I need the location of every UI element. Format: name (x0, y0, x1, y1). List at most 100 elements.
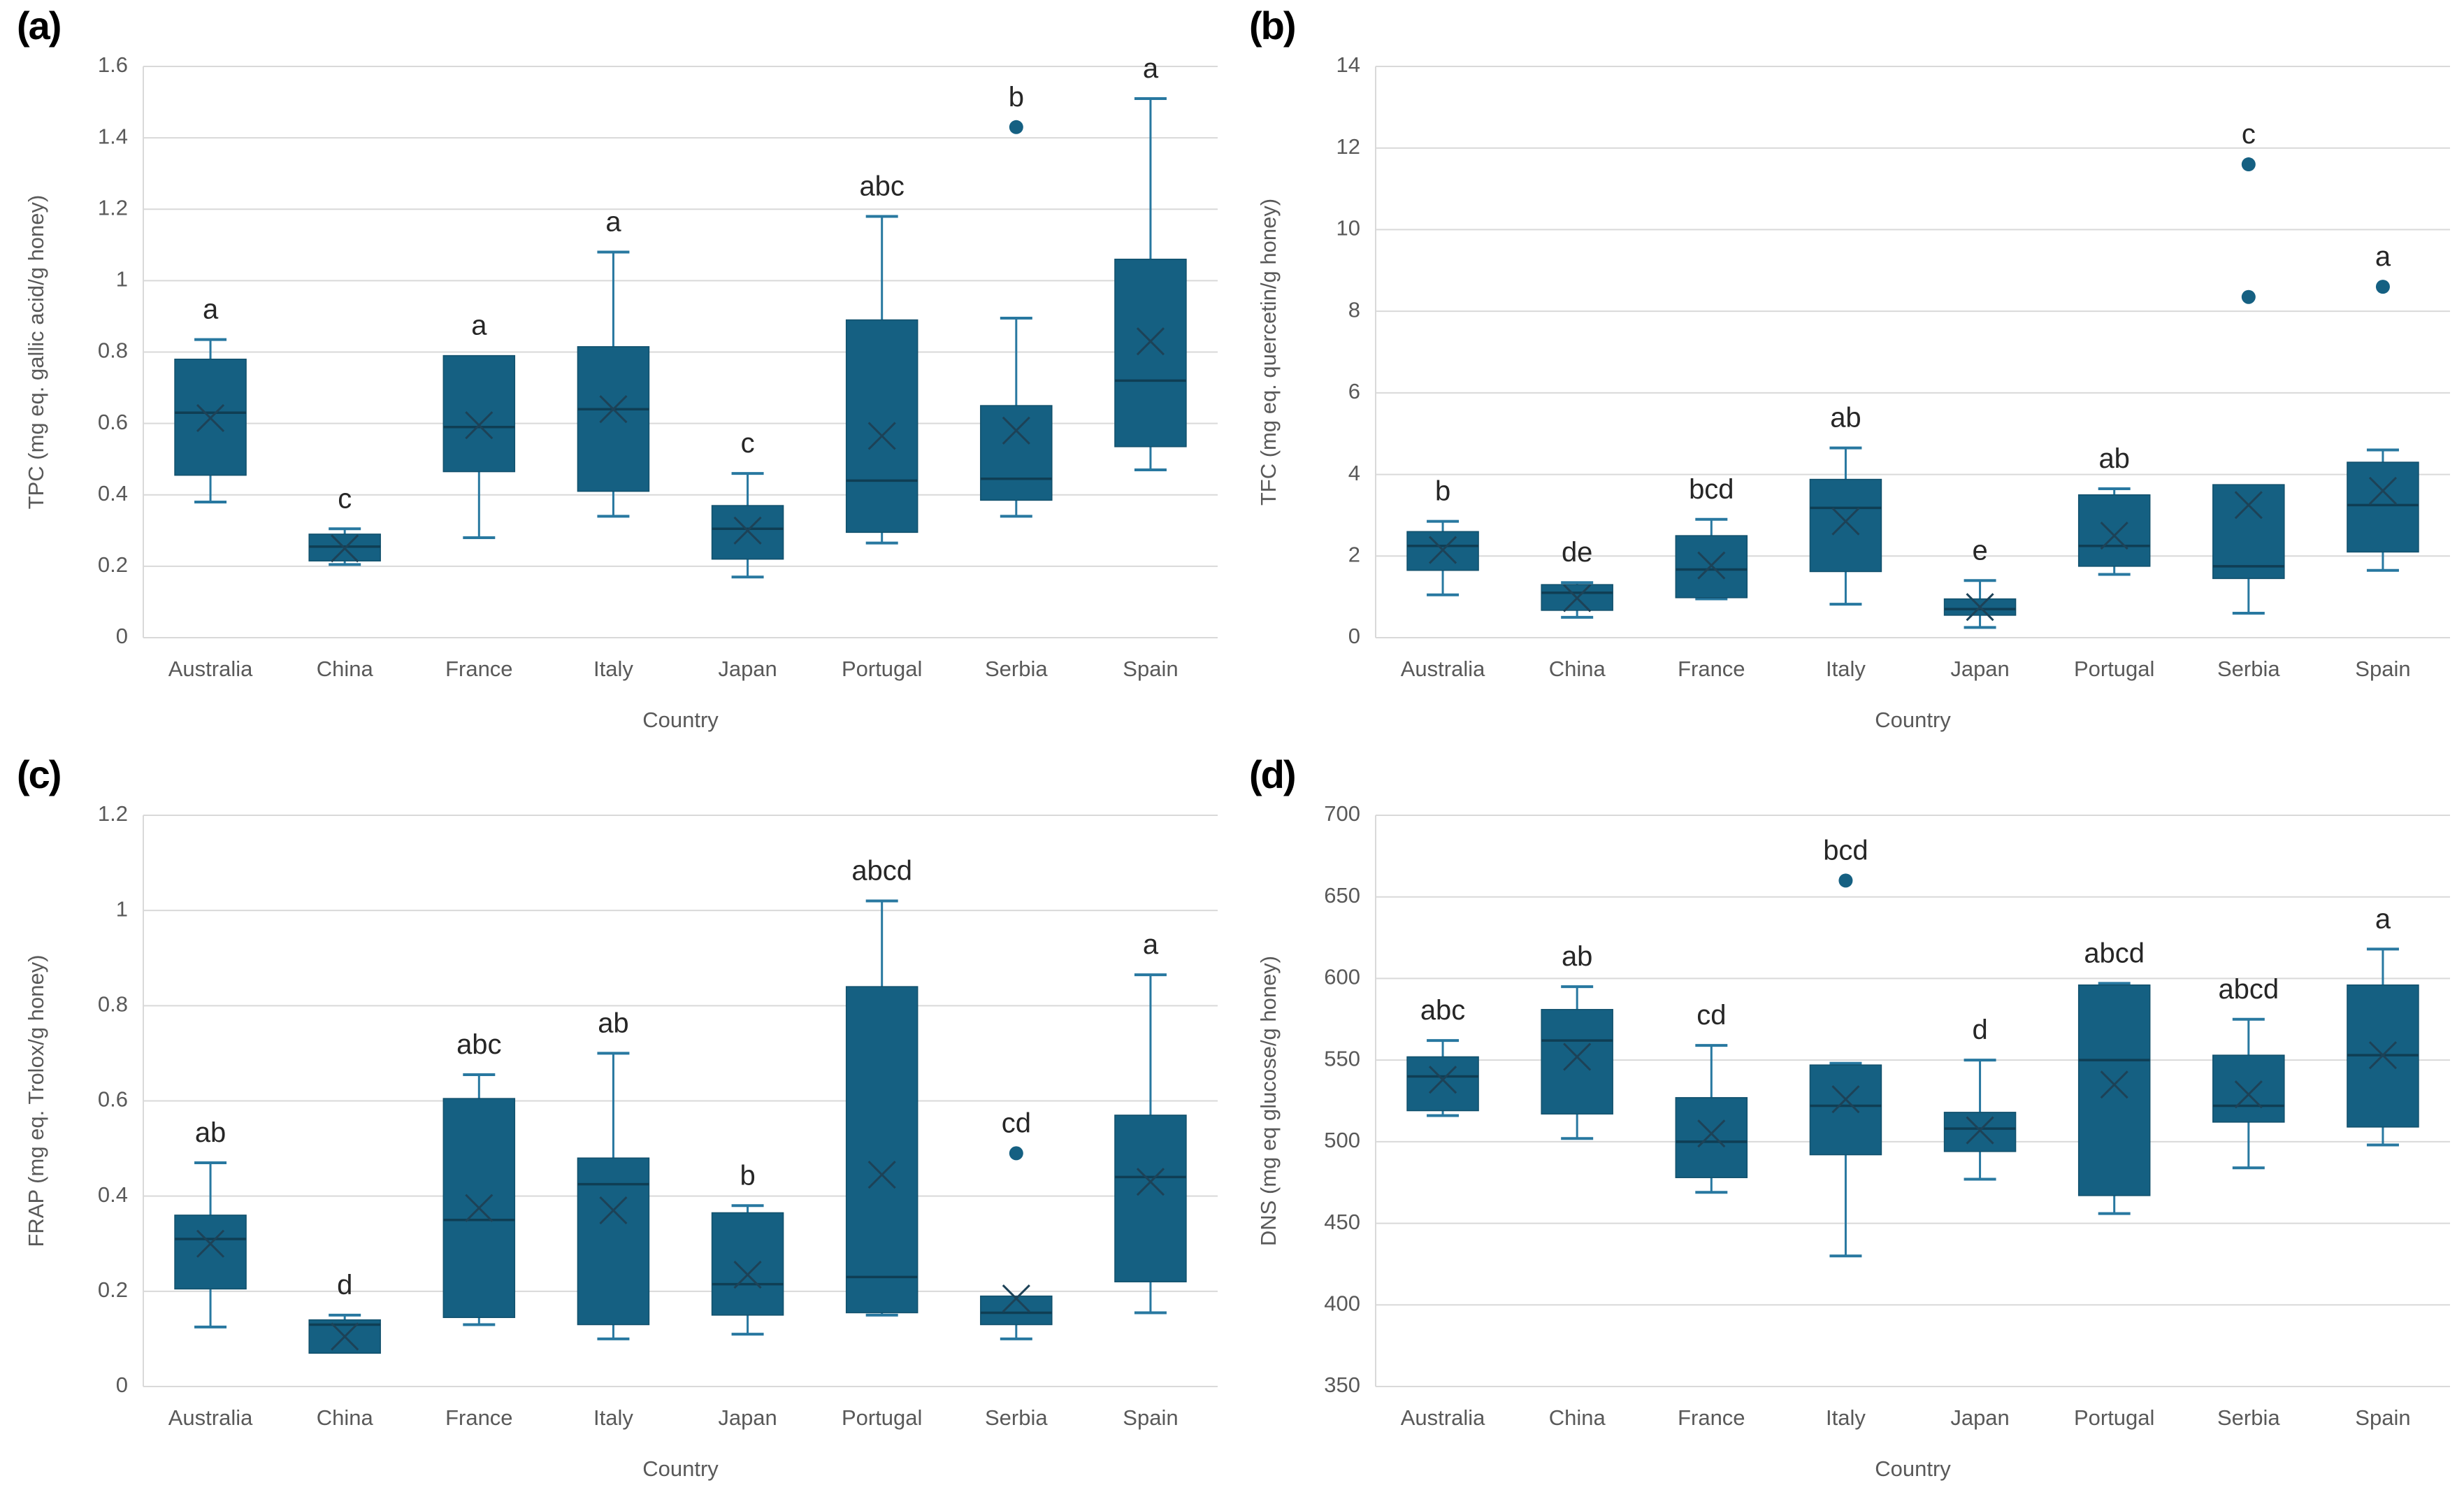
iqr-box (980, 1295, 1053, 1326)
y-tick-label: 0 (1348, 624, 1360, 648)
outlier-point (2241, 289, 2256, 304)
box-group-serbia: abcd (2212, 974, 2285, 1170)
boxplot-tpc: 0 0.2 0.4 0.6 0.8 1 1.2 1.4 1.6 TPC (mg eq. galli… (24, 52, 1218, 732)
box-group-portugal: abc (845, 171, 918, 545)
x-tick-label: Portugal (2074, 1405, 2154, 1430)
mean-marker (1697, 551, 1726, 580)
significance-letter: a (605, 207, 621, 238)
x-tick-label: Serbia (985, 657, 1048, 681)
y-tick-label: 450 (1324, 1210, 1360, 1234)
mean-marker (599, 1196, 628, 1225)
y-tick-label: 12 (1337, 134, 1360, 159)
mean-marker (1831, 507, 1860, 536)
significance-letter: a (2375, 241, 2391, 272)
box-group-serbia: c (2212, 119, 2285, 615)
significance-letter: ab (598, 1008, 629, 1038)
x-tick-label: China (317, 657, 374, 681)
significance-letter: ab (195, 1117, 226, 1148)
box-group-portugal: abcd (845, 856, 918, 1317)
y-axis-title: FRAP (mg eq. Trolox/g honey) (24, 954, 48, 1247)
box-group-spain: a (2347, 241, 2419, 572)
significance-letter: b (740, 1160, 755, 1191)
significance-letter: abc (1420, 995, 1466, 1026)
y-tick-label: 8 (1348, 297, 1360, 322)
significance-letter: ab (1562, 941, 1593, 972)
box-group-china: c (308, 483, 381, 566)
mean-marker (1002, 1284, 1030, 1313)
mean-marker (1136, 327, 1165, 356)
y-tick-label: 500 (1324, 1128, 1360, 1152)
box-group-italy: ab (1809, 403, 1882, 606)
iqr-box (577, 346, 650, 492)
x-axis-title: Country (642, 1456, 719, 1481)
iqr-box (1541, 1009, 1613, 1115)
y-tick-label: 1 (116, 267, 128, 292)
iqr-box (442, 354, 516, 473)
iqr-box (1809, 478, 1882, 573)
box-group-serbia: cd (980, 1108, 1053, 1340)
x-tick-label: Serbia (2217, 657, 2280, 681)
mean-marker (1831, 1085, 1860, 1114)
y-tick-label: 0.4 (98, 1182, 128, 1207)
iqr-box (845, 986, 918, 1314)
boxplot-tfc: 0 2 4 6 8 10 12 14 TFC (mg eq. quercetin/g honey… (1256, 52, 2450, 732)
box-group-spain: a (1114, 53, 1187, 472)
x-axis-title: Country (642, 708, 719, 732)
y-tick-label: 2 (1348, 542, 1360, 566)
significance-letter: abc (859, 171, 905, 201)
significance-letter: b (1435, 476, 1450, 507)
y-tick-label: 350 (1324, 1373, 1360, 1397)
box-group-france: a (442, 310, 516, 540)
box-group-australia: a (174, 294, 247, 503)
significance-letter: abcd (2084, 938, 2145, 968)
iqr-box (1943, 1112, 2017, 1152)
x-tick-label: France (445, 1405, 512, 1430)
panel-c: (c) 0 0.2 0.4 0.6 0.8 1 1.2 FRAP (mg eq. Trolox… (0, 749, 1232, 1497)
outlier-point (1009, 1146, 1023, 1161)
y-axis-title: TFC (mg eq. quercetin/g honey) (1256, 199, 1281, 506)
x-tick-label: Australia (1401, 657, 1485, 681)
mean-marker (867, 1160, 896, 1189)
iqr-box (845, 319, 918, 533)
significance-letter: bcd (1689, 474, 1734, 505)
x-tick-label: Portugal (842, 1405, 922, 1430)
box-group-japan: c (711, 428, 784, 579)
mean-marker (331, 1322, 359, 1351)
y-tick-label: 700 (1324, 801, 1360, 826)
mean-marker (1966, 593, 1994, 622)
x-tick-label: Japan (718, 657, 777, 681)
y-tick-label: 0.4 (98, 481, 128, 506)
significance-letter: cd (1696, 1000, 1726, 1031)
panel-c-label: (c) (17, 752, 62, 796)
significance-letter: a (203, 294, 219, 325)
box-group-australia: ab (174, 1117, 247, 1328)
mean-marker (1697, 1119, 1726, 1148)
x-tick-label: France (1678, 1405, 1745, 1430)
x-axis-title: Country (1875, 708, 1951, 732)
iqr-box (174, 1215, 247, 1290)
significance-letter: d (1972, 1015, 1987, 1045)
mean-marker (465, 1194, 493, 1222)
iqr-box (1406, 1056, 1479, 1112)
significance-letter: abc (456, 1029, 502, 1060)
mean-marker (1136, 1168, 1165, 1196)
iqr-box (1114, 258, 1187, 447)
x-tick-label: Japan (1950, 1405, 2009, 1430)
x-tick-label: Spain (1123, 1405, 1178, 1430)
y-tick-label: 400 (1324, 1291, 1360, 1315)
significance-letter: c (2242, 119, 2256, 150)
x-axis-title: Country (1875, 1456, 1951, 1481)
significance-letter: a (1143, 53, 1159, 84)
outlier-point (2375, 280, 2390, 294)
y-tick-label: 0.6 (98, 1087, 128, 1112)
box-group-france: abc (442, 1029, 516, 1326)
y-tick-label: 1 (116, 896, 128, 921)
iqr-box (711, 1212, 784, 1316)
x-tick-label: Australia (168, 657, 253, 681)
mean-marker (1002, 416, 1030, 445)
y-tick-label: 6 (1348, 379, 1360, 403)
iqr-box (1114, 1115, 1187, 1282)
y-tick-label: 0 (116, 624, 128, 648)
significance-letter: cd (1002, 1108, 1031, 1138)
box-group-italy: ab (577, 1008, 650, 1340)
